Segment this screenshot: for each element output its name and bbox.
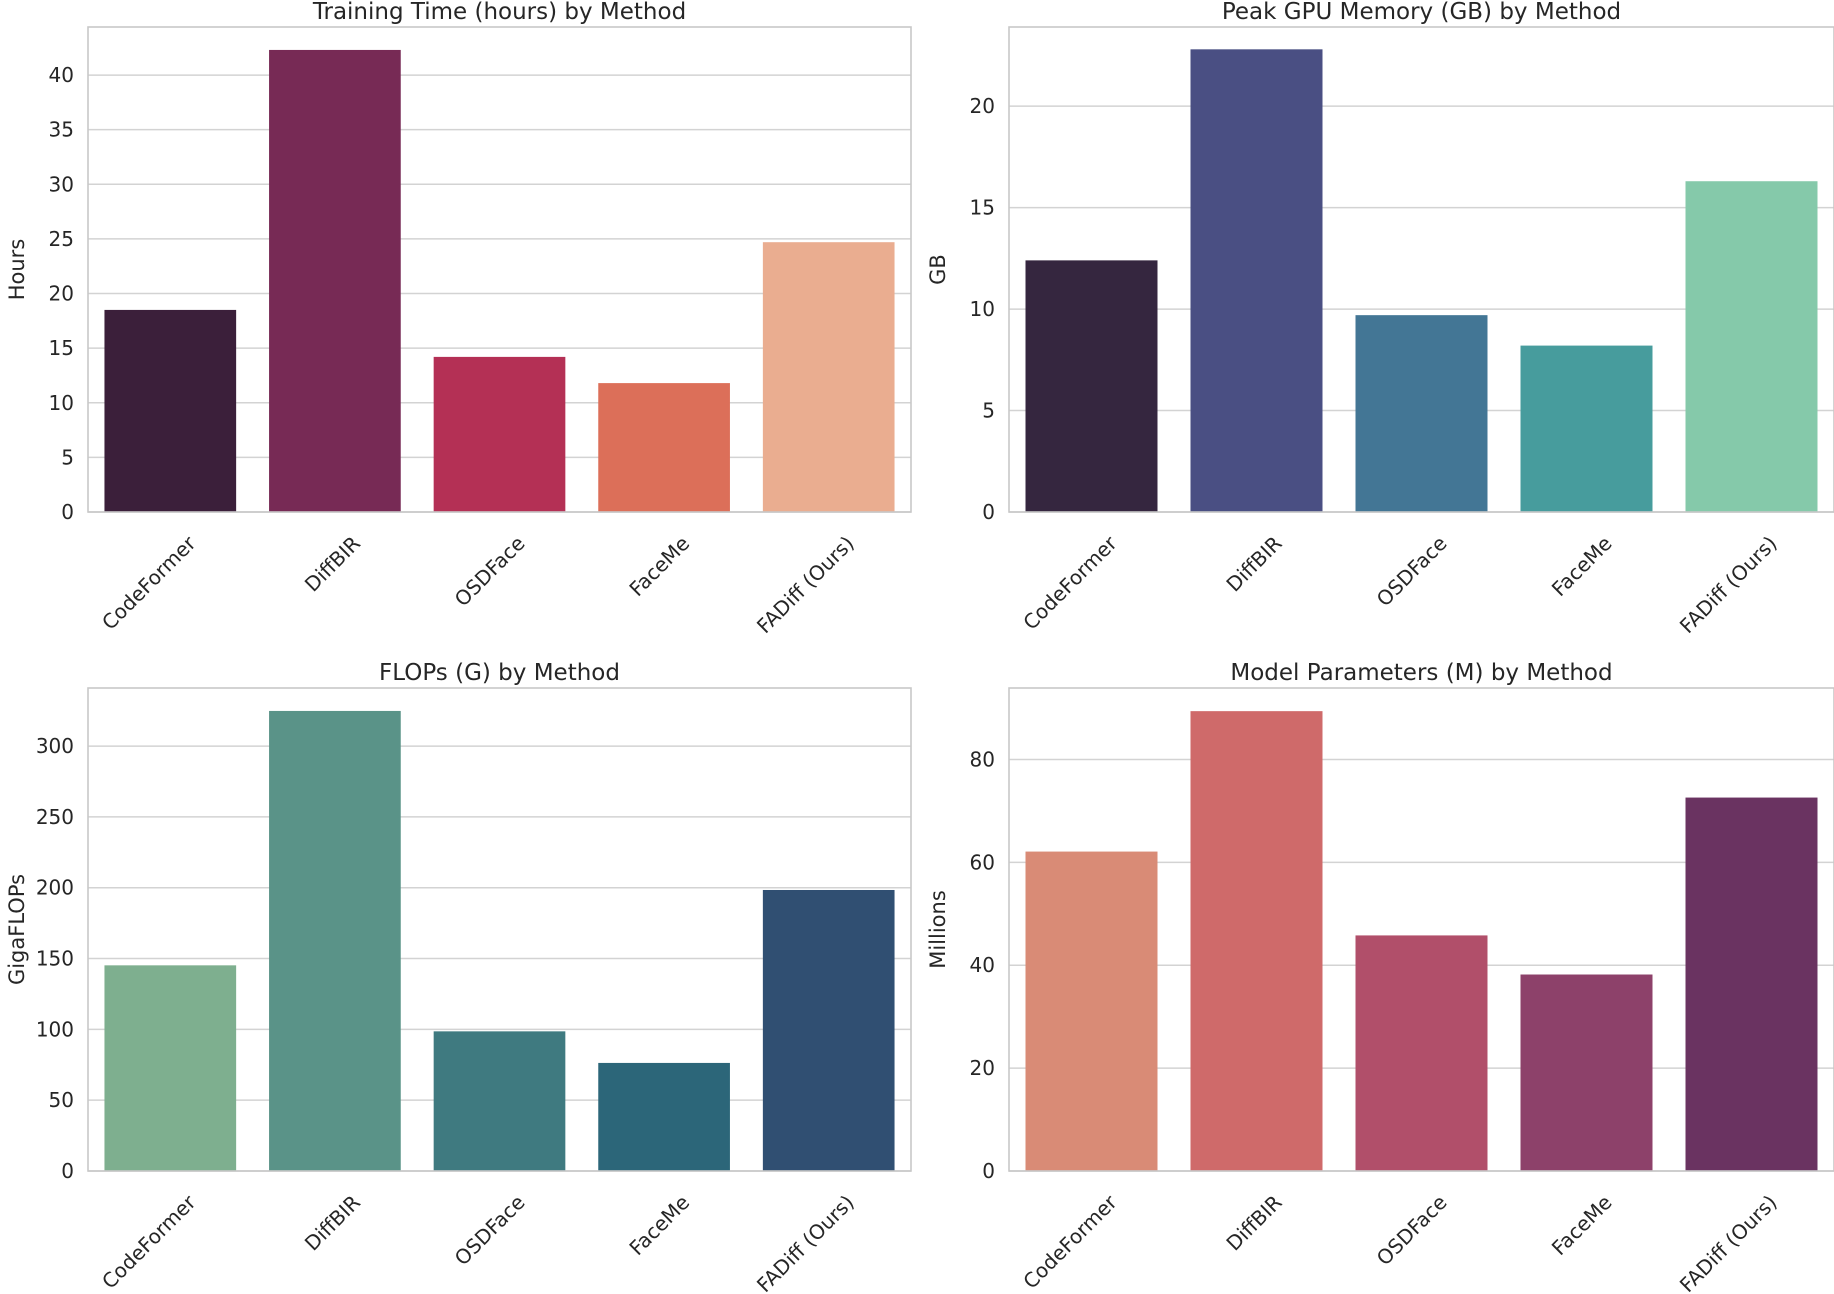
bar-diffbir: [1190, 711, 1323, 1171]
y-tick-label-150: 150: [36, 947, 74, 971]
chart-title: Model Parameters (M) by Method: [1230, 660, 1612, 686]
y-tick-label-0: 0: [982, 500, 995, 524]
y-axis-label: Hours: [5, 239, 29, 301]
bar-codeformer: [104, 309, 237, 512]
bar-osdface: [1355, 315, 1488, 512]
y-tick-label-20: 20: [970, 94, 995, 118]
y-tick-label-0: 0: [982, 1159, 995, 1183]
y-tick-label-25: 25: [49, 227, 74, 251]
y-tick-label-10: 10: [970, 297, 995, 321]
bar-diffbir: [269, 49, 401, 513]
bar-diffbir: [1190, 49, 1323, 512]
bar-osdface: [433, 356, 566, 512]
bar-codeformer: [104, 965, 237, 1171]
y-tick-label-0: 0: [61, 1159, 74, 1183]
chart-title: FLOPs (G) by Method: [379, 660, 620, 686]
bar-codeformer: [1025, 260, 1158, 512]
y-tick-label-60: 60: [970, 850, 995, 874]
y-tick-label-100: 100: [36, 1017, 74, 1041]
y-tick-label-40: 40: [49, 63, 74, 87]
y-tick-label-10: 10: [49, 391, 74, 415]
y-tick-label-50: 50: [49, 1088, 74, 1112]
y-tick-label-20: 20: [49, 282, 74, 306]
y-tick-label-20: 20: [970, 1056, 995, 1080]
bar-fadiff-ours: [1685, 797, 1818, 1171]
y-tick-label-35: 35: [49, 118, 74, 142]
bar-faceme: [1520, 345, 1653, 512]
y-tick-label-5: 5: [61, 445, 74, 469]
bar-faceme: [598, 383, 730, 512]
plot-frame: [1008, 26, 1834, 513]
y-tick-label-30: 30: [49, 172, 74, 196]
y-axis-label: GigaFLOPs: [5, 874, 29, 985]
y-axis-label: GB: [926, 254, 950, 285]
y-tick-label-80: 80: [970, 747, 995, 771]
bar-fadiff-ours: [762, 242, 895, 512]
y-tick-label-5: 5: [982, 399, 995, 423]
plot-frame: [87, 687, 912, 1172]
y-axis-label: Millions: [926, 890, 950, 969]
bar-faceme: [598, 1062, 730, 1171]
y-tick-label-300: 300: [36, 734, 74, 758]
bar-diffbir: [269, 710, 401, 1171]
y-tick-label-15: 15: [970, 196, 995, 220]
y-tick-label-40: 40: [970, 953, 995, 977]
bar-faceme: [1520, 974, 1653, 1171]
y-tick-label-250: 250: [36, 805, 74, 829]
chart-title: Peak GPU Memory (GB) by Method: [1222, 0, 1621, 25]
y-tick-label-200: 200: [36, 876, 74, 900]
bar-fadiff-ours: [762, 889, 895, 1171]
bar-codeformer: [1025, 851, 1158, 1171]
y-tick-label-0: 0: [61, 500, 74, 524]
plot-frame: [1008, 687, 1834, 1172]
chart-title: Training Time (hours) by Method: [312, 0, 686, 25]
bar-osdface: [1355, 935, 1488, 1171]
y-tick-label-15: 15: [49, 336, 74, 360]
bar-osdface: [433, 1031, 566, 1171]
plot-frame: [87, 26, 912, 513]
bar-fadiff-ours: [1685, 181, 1818, 512]
